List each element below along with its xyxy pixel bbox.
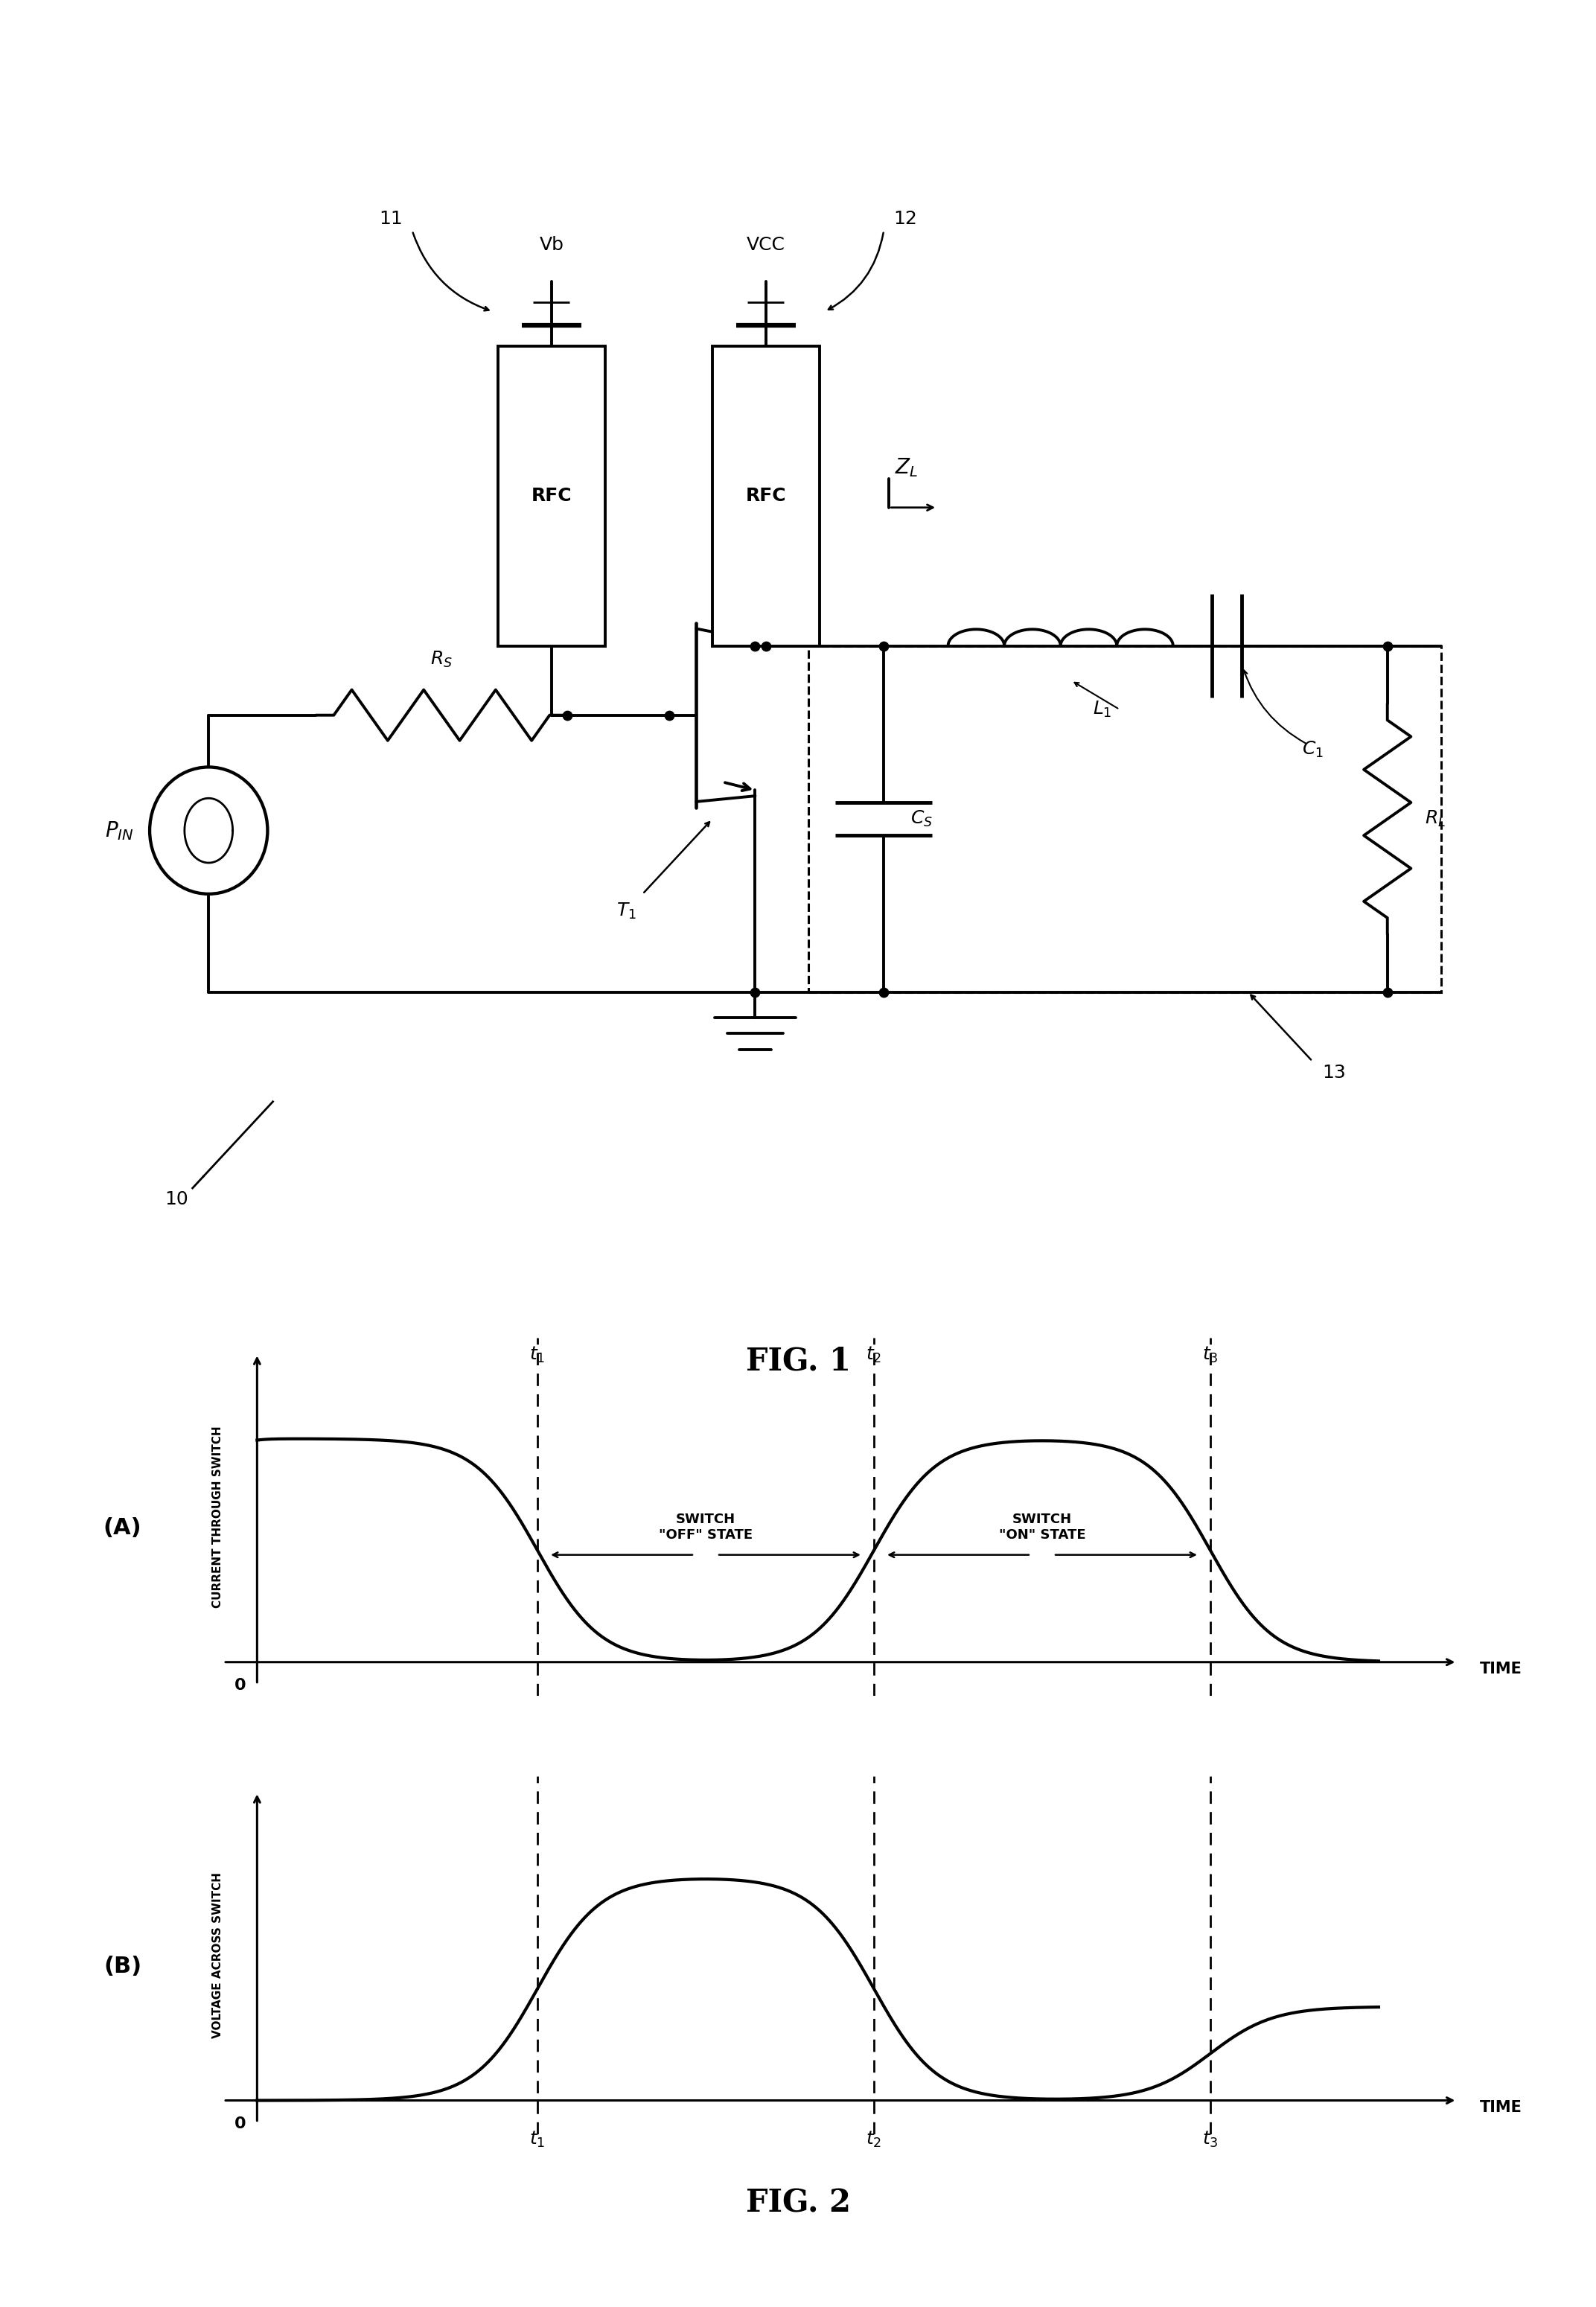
Point bbox=[656, 697, 681, 734]
Text: 13: 13 bbox=[1321, 1064, 1345, 1082]
Text: $C_1$: $C_1$ bbox=[1302, 741, 1323, 759]
Text: $R_S$: $R_S$ bbox=[431, 651, 453, 669]
Text: FIG. 1: FIG. 1 bbox=[745, 1345, 851, 1377]
Text: (A): (A) bbox=[104, 1518, 142, 1539]
Point bbox=[871, 974, 897, 1010]
Text: $T_1$: $T_1$ bbox=[616, 902, 637, 920]
Text: $L_1$: $L_1$ bbox=[1093, 699, 1112, 720]
Text: RFC: RFC bbox=[745, 487, 787, 505]
Point bbox=[753, 628, 779, 664]
Bar bbox=[712, 346, 819, 646]
Text: $t_1$: $t_1$ bbox=[530, 1345, 546, 1363]
Text: Vb: Vb bbox=[539, 235, 563, 254]
Text: $t_2$: $t_2$ bbox=[867, 2129, 883, 2150]
Text: $P_{IN}$: $P_{IN}$ bbox=[105, 819, 134, 842]
Text: SWITCH
"ON" STATE: SWITCH "ON" STATE bbox=[999, 1513, 1085, 1541]
Text: $t_3$: $t_3$ bbox=[1202, 1345, 1218, 1363]
Text: (B): (B) bbox=[104, 1956, 142, 1977]
Text: VOLTAGE ACROSS SWITCH: VOLTAGE ACROSS SWITCH bbox=[212, 1873, 223, 2037]
Point bbox=[1374, 628, 1400, 664]
Point bbox=[742, 974, 768, 1010]
Text: TIME: TIME bbox=[1479, 1661, 1523, 1677]
Point bbox=[742, 628, 768, 664]
Text: 12: 12 bbox=[894, 210, 918, 228]
Text: $t_3$: $t_3$ bbox=[1202, 2129, 1218, 2150]
Point bbox=[871, 628, 897, 664]
Text: FIG. 2: FIG. 2 bbox=[745, 2187, 851, 2219]
Text: 10: 10 bbox=[164, 1190, 188, 1209]
Text: CURRENT THROUGH SWITCH: CURRENT THROUGH SWITCH bbox=[212, 1426, 223, 1608]
Text: 0: 0 bbox=[235, 1677, 246, 1693]
Bar bbox=[809, 646, 1441, 992]
Bar bbox=[498, 346, 605, 646]
Text: $t_1$: $t_1$ bbox=[530, 2129, 546, 2150]
Text: $Z_L$: $Z_L$ bbox=[894, 457, 918, 480]
Text: $t_2$: $t_2$ bbox=[867, 1345, 883, 1363]
Text: $R_L$: $R_L$ bbox=[1425, 810, 1446, 828]
Text: TIME: TIME bbox=[1479, 2099, 1523, 2116]
Text: 0: 0 bbox=[235, 2116, 246, 2132]
Text: SWITCH
"OFF" STATE: SWITCH "OFF" STATE bbox=[659, 1513, 753, 1541]
Text: $C_S$: $C_S$ bbox=[910, 810, 932, 828]
Point bbox=[555, 697, 581, 734]
Point bbox=[1374, 974, 1400, 1010]
Text: RFC: RFC bbox=[531, 487, 571, 505]
Text: 11: 11 bbox=[378, 210, 402, 228]
Text: VCC: VCC bbox=[747, 235, 785, 254]
